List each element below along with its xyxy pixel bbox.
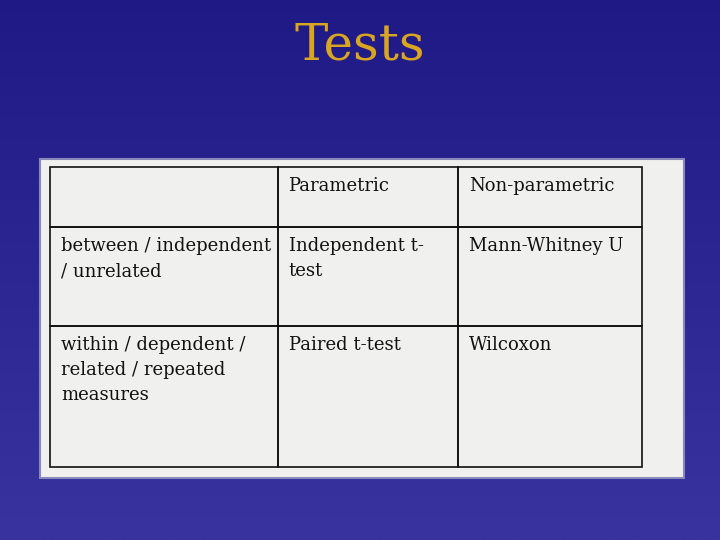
Text: Paired t-test: Paired t-test: [289, 336, 400, 354]
Bar: [459, 326, 642, 467]
FancyBboxPatch shape: [40, 159, 684, 478]
Text: Tests: Tests: [294, 21, 426, 71]
Bar: [459, 167, 642, 227]
Bar: [459, 227, 642, 326]
Bar: [50, 326, 278, 467]
Text: within / dependent /
related / repeated
measures: within / dependent / related / repeated …: [61, 336, 246, 404]
Text: Non-parametric: Non-parametric: [469, 177, 615, 195]
Text: Mann-Whitney U: Mann-Whitney U: [469, 237, 624, 255]
Text: Independent t-
test: Independent t- test: [289, 237, 423, 280]
Bar: [50, 167, 278, 227]
Bar: [278, 326, 459, 467]
Bar: [278, 227, 459, 326]
Text: between / independent
/ unrelated: between / independent / unrelated: [61, 237, 271, 280]
Bar: [50, 227, 278, 326]
Bar: [278, 167, 459, 227]
Text: Wilcoxon: Wilcoxon: [469, 336, 552, 354]
Text: Parametric: Parametric: [289, 177, 390, 195]
